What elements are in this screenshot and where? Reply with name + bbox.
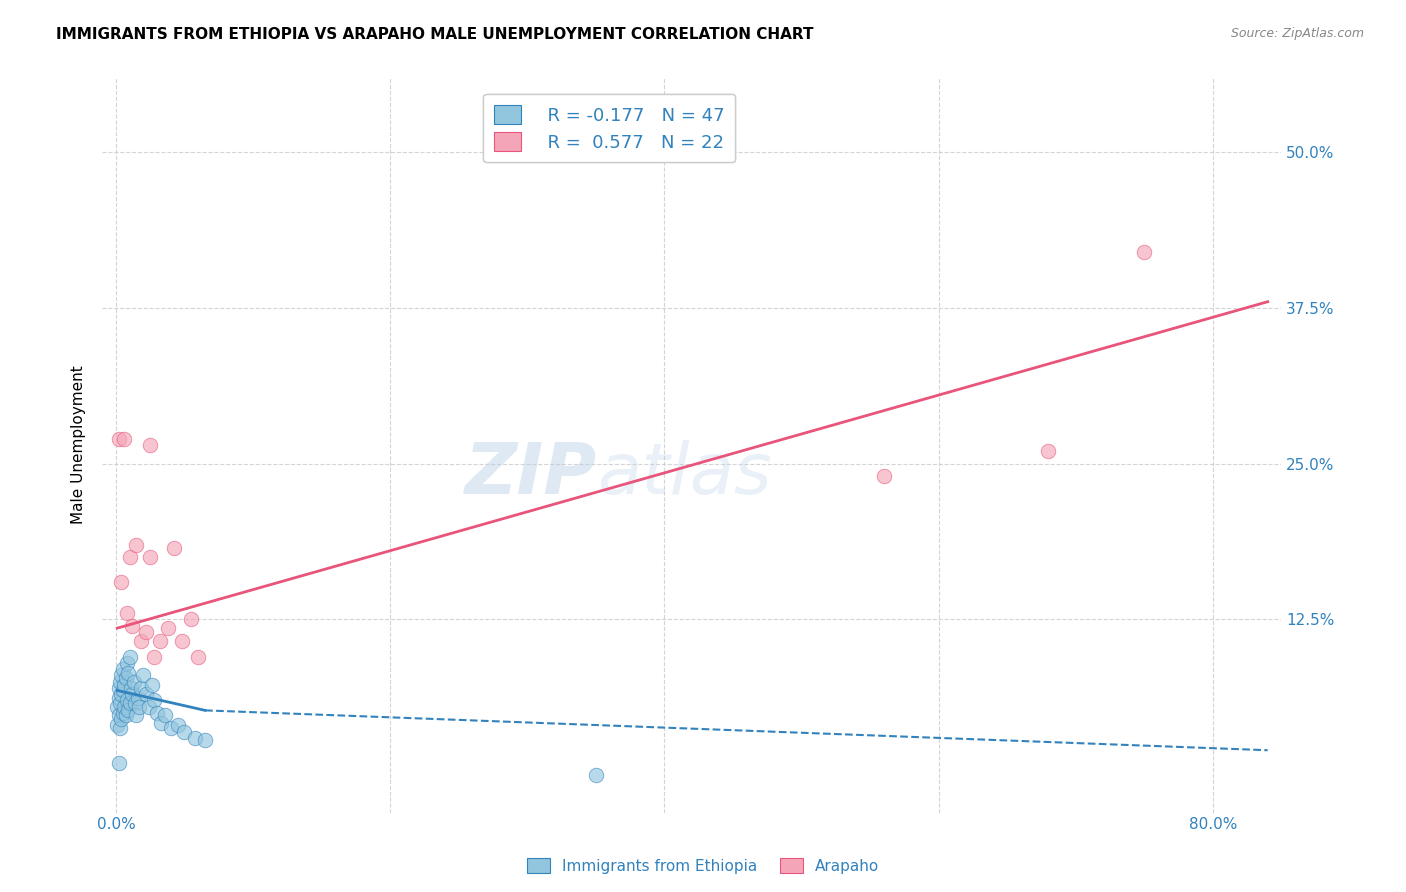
Point <box>135 687 157 701</box>
Point <box>139 550 162 565</box>
Point <box>125 538 148 552</box>
Point <box>118 696 141 710</box>
Legend: Immigrants from Ethiopia, Arapaho: Immigrants from Ethiopia, Arapaho <box>520 852 886 880</box>
Point <box>111 706 134 720</box>
Text: atlas: atlas <box>598 440 772 509</box>
Point <box>112 432 135 446</box>
Point <box>129 633 152 648</box>
Point <box>141 678 163 692</box>
Point <box>105 699 128 714</box>
Point <box>110 668 132 682</box>
Text: ZIP: ZIP <box>465 440 598 509</box>
Point <box>111 662 134 676</box>
Point <box>121 687 143 701</box>
Point <box>143 693 166 707</box>
Point <box>117 703 139 717</box>
Point <box>112 678 135 692</box>
Point <box>132 668 155 682</box>
Point <box>110 687 132 701</box>
Legend:   R = -0.177   N = 47,   R =  0.577   N = 22: R = -0.177 N = 47, R = 0.577 N = 22 <box>484 94 735 162</box>
Point <box>585 768 607 782</box>
Point <box>108 696 131 710</box>
Point <box>110 575 132 590</box>
Y-axis label: Male Unemployment: Male Unemployment <box>72 366 86 524</box>
Point <box>146 706 169 720</box>
Point <box>118 550 141 565</box>
Point <box>107 756 129 770</box>
Point <box>105 718 128 732</box>
Point <box>125 708 148 723</box>
Point <box>120 681 142 695</box>
Point <box>150 715 173 730</box>
Point <box>107 432 129 446</box>
Point <box>157 621 180 635</box>
Point <box>117 665 139 680</box>
Point <box>135 624 157 639</box>
Point <box>1038 444 1060 458</box>
Point <box>489 145 512 160</box>
Point <box>166 718 188 732</box>
Point <box>115 606 138 620</box>
Point <box>111 683 134 698</box>
Point <box>112 699 135 714</box>
Point <box>159 721 181 735</box>
Point <box>114 708 136 723</box>
Point <box>107 681 129 695</box>
Point <box>107 690 129 705</box>
Point <box>108 721 131 735</box>
Text: Source: ZipAtlas.com: Source: ZipAtlas.com <box>1230 27 1364 40</box>
Point <box>138 699 160 714</box>
Point <box>1133 244 1156 259</box>
Point <box>107 708 129 723</box>
Point <box>128 699 150 714</box>
Point <box>149 633 172 648</box>
Point <box>114 671 136 685</box>
Point <box>873 469 896 483</box>
Point <box>129 681 152 695</box>
Point <box>143 649 166 664</box>
Point <box>184 731 207 745</box>
Point <box>115 693 138 707</box>
Point <box>127 690 149 705</box>
Point <box>162 541 184 556</box>
Point <box>121 618 143 632</box>
Point <box>155 708 177 723</box>
Point <box>110 712 132 726</box>
Point <box>118 649 141 664</box>
Point <box>124 696 146 710</box>
Text: IMMIGRANTS FROM ETHIOPIA VS ARAPAHO MALE UNEMPLOYMENT CORRELATION CHART: IMMIGRANTS FROM ETHIOPIA VS ARAPAHO MALE… <box>56 27 814 42</box>
Point <box>170 633 193 648</box>
Point <box>187 649 209 664</box>
Point <box>173 724 195 739</box>
Point <box>122 674 145 689</box>
Point <box>139 438 162 452</box>
Point <box>115 656 138 670</box>
Point <box>194 733 217 747</box>
Point <box>180 612 202 626</box>
Point <box>108 674 131 689</box>
